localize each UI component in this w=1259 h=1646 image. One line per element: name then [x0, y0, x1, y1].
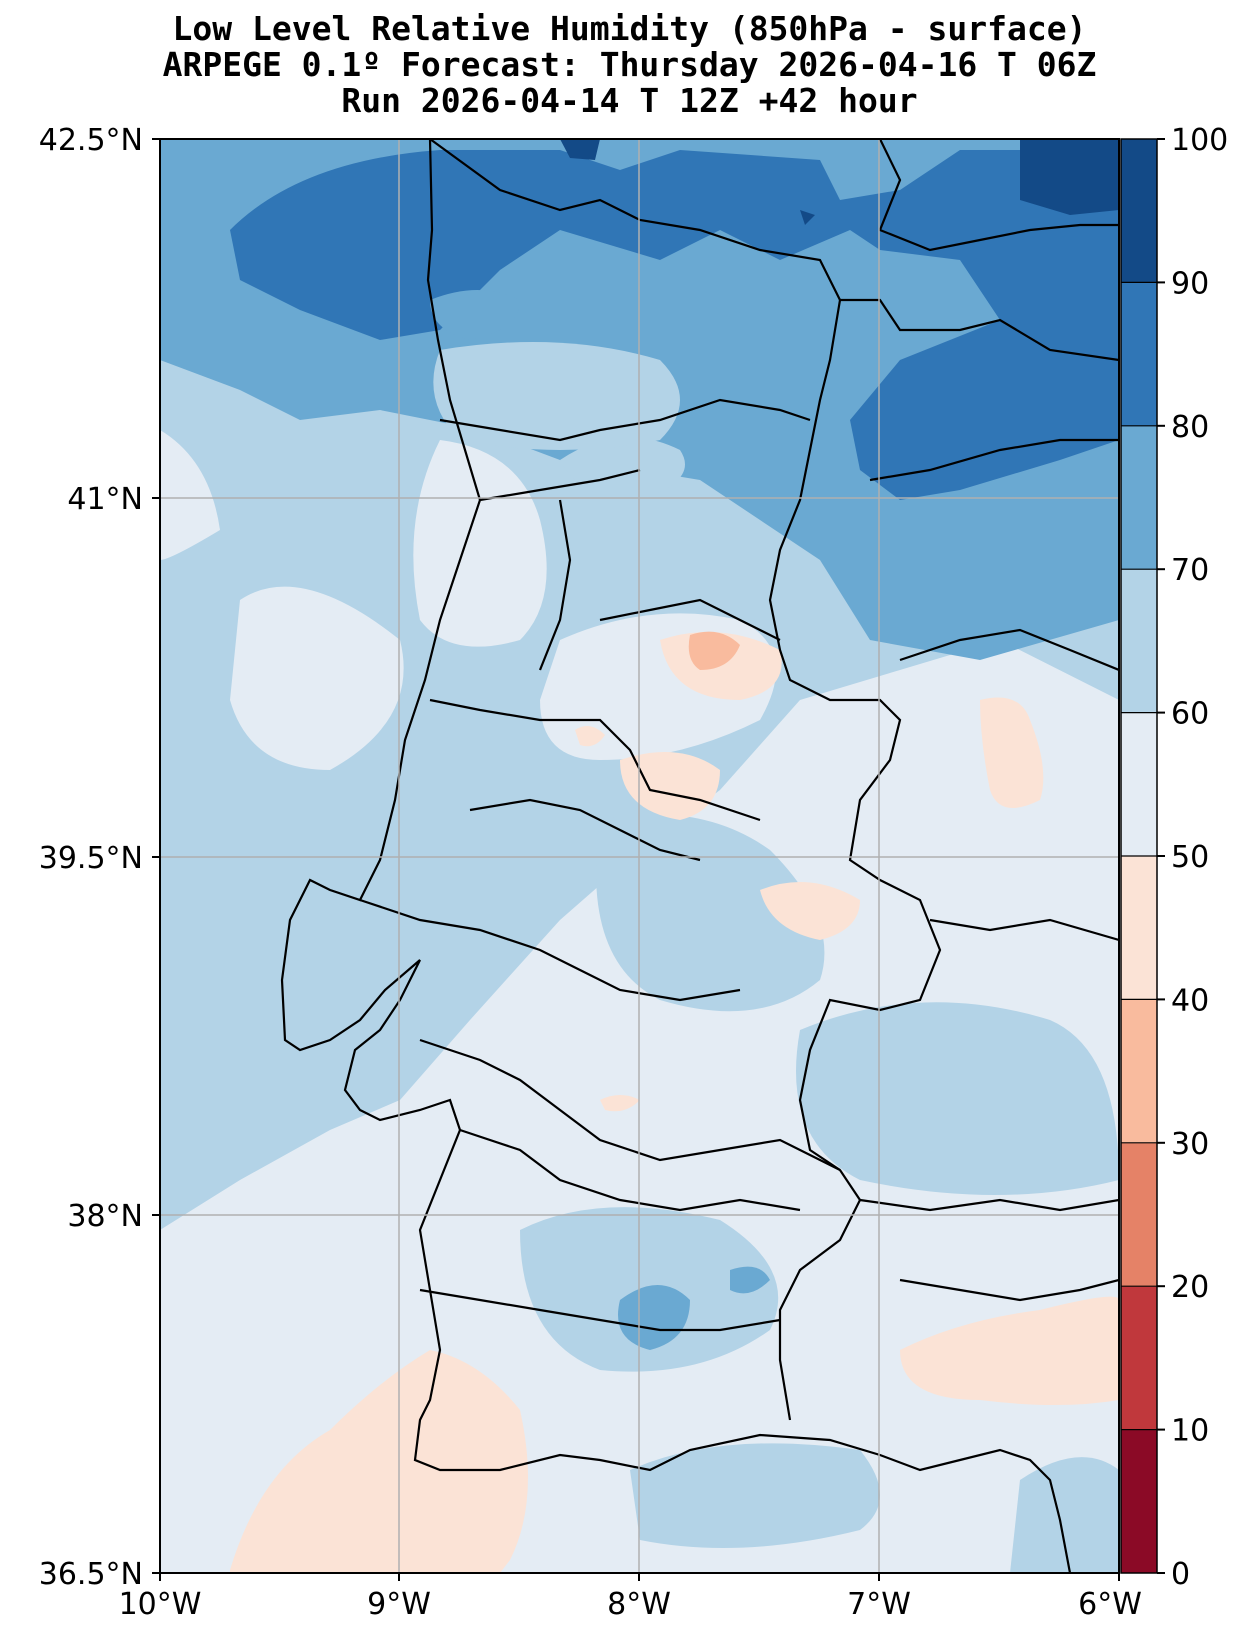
rh-band-70-80-alentejo [618, 1285, 690, 1350]
rh-band-90-100-north [560, 139, 600, 160]
lat-tick-label: 42.5°N [39, 123, 143, 158]
rh-band-40-50-center [620, 752, 720, 820]
title-line-3: Run 2026-04-14 T 12Z +42 hour [341, 81, 918, 120]
lat-tick-label: 36.5°N [39, 1557, 143, 1592]
north-border [429, 139, 1119, 362]
colorbar-segment [1121, 425, 1157, 570]
rh-band-70-80-small [730, 1266, 770, 1294]
rh-band-60-70-southeast [1010, 1457, 1119, 1573]
rh-band-40-50-algarve [230, 1350, 528, 1573]
colorbar [1120, 138, 1165, 1574]
colorbar-label: 20 [1171, 1270, 1209, 1305]
colorbar-segment [1121, 1286, 1157, 1431]
lat-tick-label: 41°N [67, 482, 143, 517]
colorbar-label: 50 [1171, 840, 1209, 875]
colorbar-segment [1121, 1429, 1157, 1574]
lon-tick-label: 10°W [119, 1587, 202, 1622]
colorbar-label: 100 [1171, 123, 1228, 158]
colorbar-labels: 100 90 80 70 60 50 40 30 20 10 0 [1171, 123, 1228, 1592]
rh-band-50-60-coastal [230, 586, 404, 770]
portugal-coastline [280, 139, 1072, 1573]
lat-tick-label: 38°N [67, 1199, 143, 1234]
colorbar-segment [1121, 1142, 1157, 1287]
spain-borders [859, 139, 1119, 1302]
coastline-and-borders [280, 139, 1119, 1573]
rh-band-60-70-east [796, 1002, 1119, 1195]
lat-tick-label: 39.5°N [39, 841, 143, 876]
lon-tick-label: 9°W [367, 1587, 431, 1622]
rh-band-50-60-porto [413, 440, 547, 647]
rh-band-40-50-southeast [900, 1296, 1119, 1405]
colorbar-label: 90 [1171, 266, 1209, 301]
colorbar-segment [1121, 999, 1157, 1144]
rh-band-70-80-minho [430, 290, 520, 340]
rh-band-40-50-spain [980, 697, 1044, 808]
title-line-1: Low Level Relative Humidity (850hPa - su… [172, 9, 1087, 48]
colorbar-label: 70 [1171, 553, 1209, 588]
colorbar-label: 80 [1171, 410, 1209, 445]
colorbar-segment [1121, 856, 1157, 1000]
colorbar-segment [1121, 282, 1157, 427]
colorbar-label: 30 [1171, 1127, 1209, 1162]
rh-band-60-70-douro [433, 342, 680, 450]
colorbar-segment [1121, 139, 1157, 283]
colorbar-segment [1121, 569, 1157, 714]
colorbar-label: 60 [1171, 697, 1209, 732]
lon-tick-label: 8°W [607, 1587, 671, 1622]
lon-tick-label: 7°W [847, 1587, 911, 1622]
colorbar-label: 40 [1171, 983, 1209, 1018]
district-borders [359, 398, 841, 1332]
rh-band-40-50-east [760, 882, 860, 940]
colorbar-label: 0 [1171, 1557, 1190, 1592]
colorbar-segment [1121, 712, 1157, 857]
rh-band-30-40-estrela [688, 631, 740, 670]
rh-band-60-70-island [560, 437, 685, 500]
colorbar-label: 10 [1171, 1414, 1209, 1449]
axis-tick-marks [152, 138, 1120, 1581]
gridlines [160, 139, 1119, 1573]
lon-tick-label: 6°W [1078, 1587, 1142, 1622]
rh-band-60-70-tagus [596, 814, 825, 1012]
rh-band-90-100-spot [800, 210, 815, 225]
rh-band-60-70-coast [630, 1443, 880, 1548]
rh-band-90-100-northeast [1020, 139, 1119, 215]
title-line-2: ARPEGE 0.1º Forecast: Thursday 2026-04-1… [162, 45, 1097, 84]
rh-band-40-50-spot-2 [600, 1095, 640, 1112]
rh-band-50-60-west [160, 430, 220, 560]
rh-band-40-50-spot [575, 726, 605, 747]
